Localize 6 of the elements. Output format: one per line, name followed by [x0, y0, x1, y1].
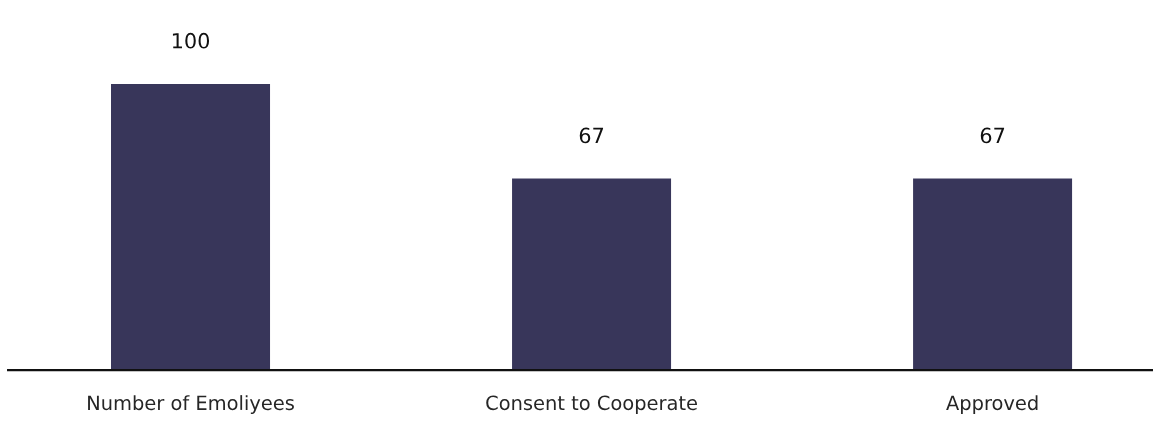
data-label: 100: [172, 32, 210, 49]
data-label: 67: [579, 127, 604, 144]
x-tick-label: Approved: [946, 395, 1038, 414]
x-tick-label: Number of Emoliyees: [88, 395, 294, 414]
data-label: 67: [980, 127, 1005, 144]
x-tick-label: Consent to Cooperate: [486, 395, 697, 414]
